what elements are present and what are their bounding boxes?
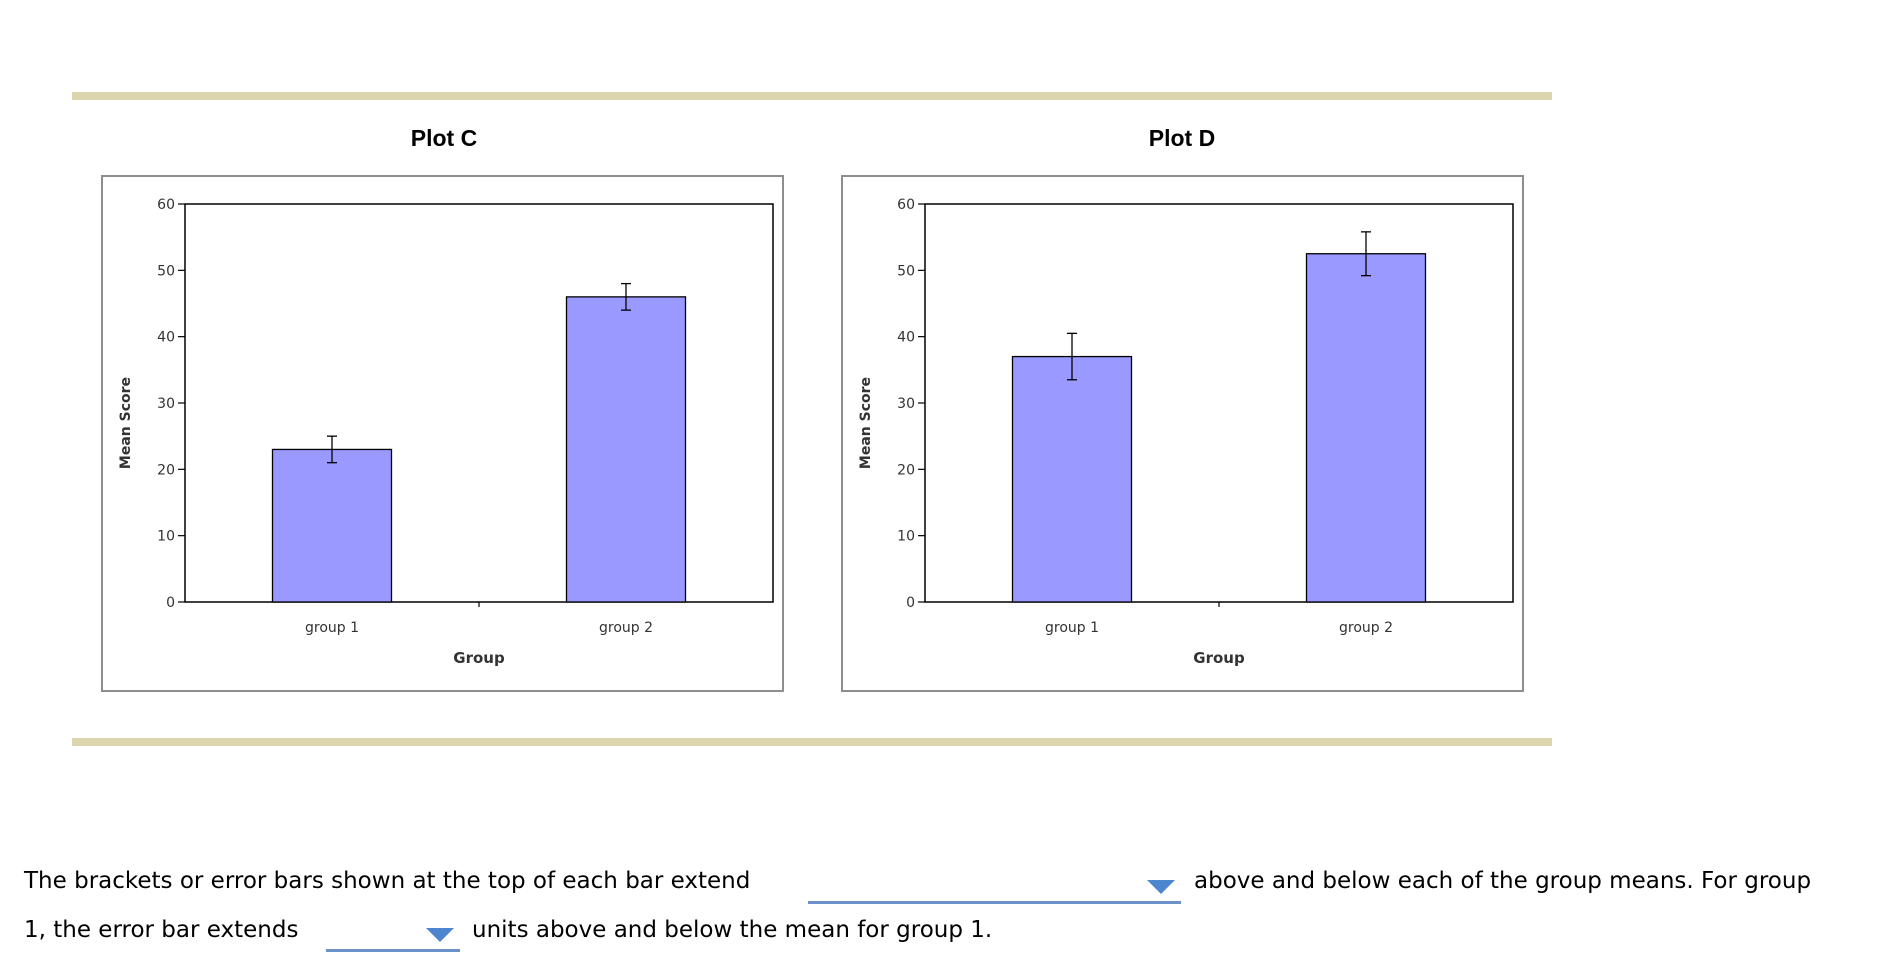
plot-d-title: Plot D (1148, 125, 1216, 151)
plot-d-y-axis-label: Mean Score (858, 377, 874, 469)
plot-d-y-tick-label: 0 (906, 595, 915, 611)
plot-c-bar-2 (565, 296, 687, 603)
question-text-1b: above and below each of the group means.… (1194, 868, 1812, 894)
plot-c-svg: 0 10 20 30 40 50 60 group 1 group 2 Group Mean Sco… (118, 197, 774, 667)
plot-c-title: Plot C (410, 125, 478, 151)
question-text-1a: The brackets or error bars shown at the … (24, 868, 751, 894)
plot-c-y-tick-label: 20 (157, 462, 175, 478)
plot-d-y-tick-label: 50 (897, 263, 915, 279)
plot-d-x-axis-label: Group (1193, 649, 1245, 667)
plot-c-y-tick-label: 50 (157, 263, 175, 279)
plot-c-x-tick-label-2: group 2 (599, 620, 653, 636)
top-divider (72, 92, 1552, 100)
plot-d-y-tick-label: 20 (897, 462, 915, 478)
chevron-down-icon (1147, 880, 1175, 894)
plot-c-bar-1 (271, 448, 393, 603)
plot-c-chart: 0 10 20 30 40 50 60 group 1 group 2 Group Mean Sco… (101, 175, 784, 692)
error-bar-meaning-dropdown[interactable] (808, 870, 1181, 904)
plot-d-y-tick-label: 40 (897, 330, 915, 346)
plot-c-x-axis-label: Group (453, 649, 505, 667)
plot-d-bar-2 (1305, 253, 1427, 603)
plot-d-x-tick-label-2: group 2 (1339, 620, 1393, 636)
plot-c-x-tick-label-1: group 1 (305, 620, 359, 636)
plot-c-y-tick-label: 40 (157, 330, 175, 346)
plot-d-y-tick-label: 60 (897, 197, 915, 213)
chevron-down-icon (426, 928, 454, 942)
plot-d-svg: 0 10 20 30 40 50 60 group 1 group 2 Group Mean Sco… (858, 197, 1514, 667)
plot-d-y-tick-label: 10 (897, 529, 915, 545)
error-bar-units-dropdown[interactable] (326, 918, 460, 952)
question-text-2a: 1, the error bar extends (24, 917, 299, 943)
plot-c-y-tick-label: 30 (157, 396, 175, 412)
plot-c-y-tick-label: 60 (157, 197, 175, 213)
plot-d-y-tick-label: 30 (897, 396, 915, 412)
plot-d-bar-1 (1011, 355, 1133, 603)
question-text-2b: units above and below the mean for group… (472, 917, 993, 943)
plot-c-y-tick-label: 0 (166, 595, 175, 611)
bottom-divider (72, 738, 1552, 746)
plot-c-y-axis-label: Mean Score (118, 377, 134, 469)
plot-d-chart: 0 10 20 30 40 50 60 group 1 group 2 Group Mean Sco… (841, 175, 1524, 692)
plot-d-x-tick-label-1: group 1 (1045, 620, 1099, 636)
plot-c-y-tick-label: 10 (157, 529, 175, 545)
